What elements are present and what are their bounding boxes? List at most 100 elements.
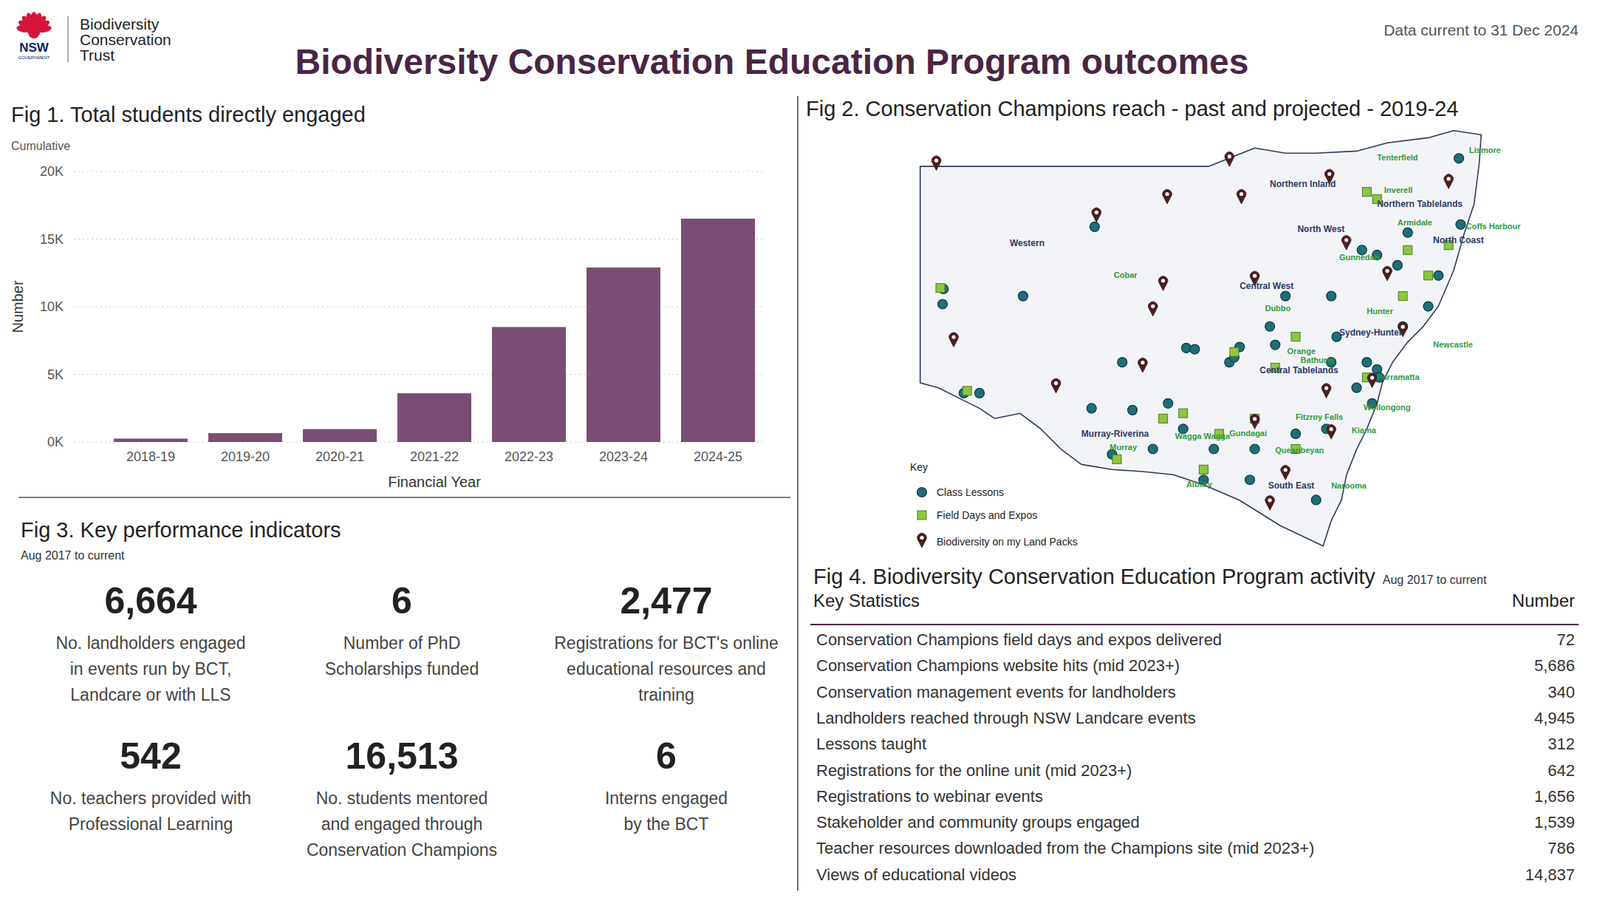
map-town-label: Bathurst [1300,355,1335,365]
map-marker [1138,357,1148,373]
map-marker [1159,413,1168,423]
activity-row-value: 14,837 [1525,865,1575,884]
map-region-label: Central Tablelands [1259,364,1339,376]
map-region-label: Northern Tablelands [1376,198,1463,210]
pin-hole [951,334,956,339]
pin-hole [1324,385,1329,390]
kpi-value: 2,477 [619,579,713,622]
map-marker [1341,235,1351,251]
pin-hole [1446,176,1451,181]
bar [302,429,377,442]
map-marker [1402,227,1413,238]
x-tick-label: 2019-20 [220,449,270,464]
activity-row-label: Views of educational videos [816,865,1017,884]
map-marker [1158,276,1168,292]
map-marker [1017,291,1028,301]
map-town-label: Lismore [1469,145,1502,155]
map-title: Fig 2. Conservation Champions reach - pa… [805,96,1459,121]
map-marker [1127,404,1138,415]
map-town-label: Cobar [1113,270,1139,280]
bar [113,438,188,442]
x-tick-label: 2018-19 [126,449,176,464]
pin-body [1326,424,1336,440]
kpi-value: 542 [119,734,181,777]
map-marker [938,299,948,309]
map-marker [1398,291,1408,301]
chart-subtitle: Cumulative [11,139,71,153]
activity-row-label: Stakeholder and community groups engaged [816,812,1140,832]
map-marker [1209,443,1219,454]
map-town-label: Newcastle [1433,339,1473,349]
map-marker [1321,383,1331,399]
pin-body [1341,235,1351,251]
logo: NSWGOVERNMENTBiodiversityConservationTru… [16,11,172,64]
activity-row-value: 312 [1547,734,1575,753]
activity-row-label: Registrations for the online unit (mid 2… [816,760,1132,780]
map-marker [1433,270,1444,280]
pin-hole [1267,497,1272,502]
activity-row-value: 72 [1557,630,1575,649]
pin-body [949,332,959,348]
bars [113,218,755,442]
map-marker [1051,378,1061,393]
map-marker [1147,443,1158,454]
map-marker [962,386,972,396]
nsw-outline [920,130,1482,546]
map-marker [1311,494,1321,505]
x-tick-label: 2022-23 [504,449,554,464]
pin-body [1224,152,1234,167]
map-marker [1091,207,1101,223]
kpi-label: Scholarships funded [325,658,479,679]
y-tick-label: 5K [47,367,64,382]
page-title: Biodiversity Conservation Education Prog… [295,42,1250,82]
pin-hole [1161,278,1165,283]
map-town-label: Albury [1186,479,1213,489]
map-town-label: Gundagai [1229,428,1267,438]
map-key-swatch [917,510,927,520]
map-marker [1382,265,1392,281]
activity-row-label: Conservation Champions field days and ex… [816,630,1222,649]
map-region-label: Central West [1239,280,1294,292]
map-marker [1453,153,1464,164]
map-marker [1198,464,1208,474]
map-marker [931,155,941,171]
activity-row-value: 4,945 [1534,708,1575,727]
date-note: Data current to 31 Dec 2024 [1383,21,1579,39]
map-marker [935,283,945,293]
logo-government: GOVERNMENT [17,55,50,60]
activity-row-value: 5,686 [1534,655,1575,675]
map-marker [1280,291,1291,301]
map-marker [1265,495,1275,511]
y-tick-label: 10K [39,299,64,314]
pin-body [1321,383,1331,399]
activity-row-value: 1,539 [1534,812,1575,832]
divider-vertical [797,96,799,891]
kpi-subtitle: Aug 2017 to current [20,548,125,562]
map-region-label: South East [1268,480,1315,491]
map-region-label: Sydney-Hunter [1339,327,1403,338]
map-marker [1117,357,1128,368]
pin-hole [1164,192,1169,196]
map-marker [1280,465,1290,481]
kpi-label: Interns engaged [604,788,728,808]
pin-body [1162,189,1172,204]
map-region-label: Western [1009,237,1045,249]
map-marker [1362,357,1372,368]
pin-body [1280,465,1290,481]
map-town-label: Dubbo [1264,303,1291,313]
kpi-value: 6 [391,579,413,622]
kpi-label: and engaged through [321,814,484,834]
map-key-swatch [917,487,928,498]
map-layer [938,153,1466,505]
y-tick-label: 0K [47,434,64,450]
map-key-label: Class Lessons [936,486,1004,498]
waratah-centre [27,20,41,39]
activity-header-rule [810,623,1579,625]
x-tick-label: 2021-22 [409,449,459,464]
map-marker [1089,221,1100,232]
map-marker [1326,424,1336,440]
grid-line [73,171,766,173]
pin-body [1265,495,1275,511]
map-town-label: Tenterfield [1376,152,1418,162]
map-town-label: Armidale [1397,217,1433,227]
